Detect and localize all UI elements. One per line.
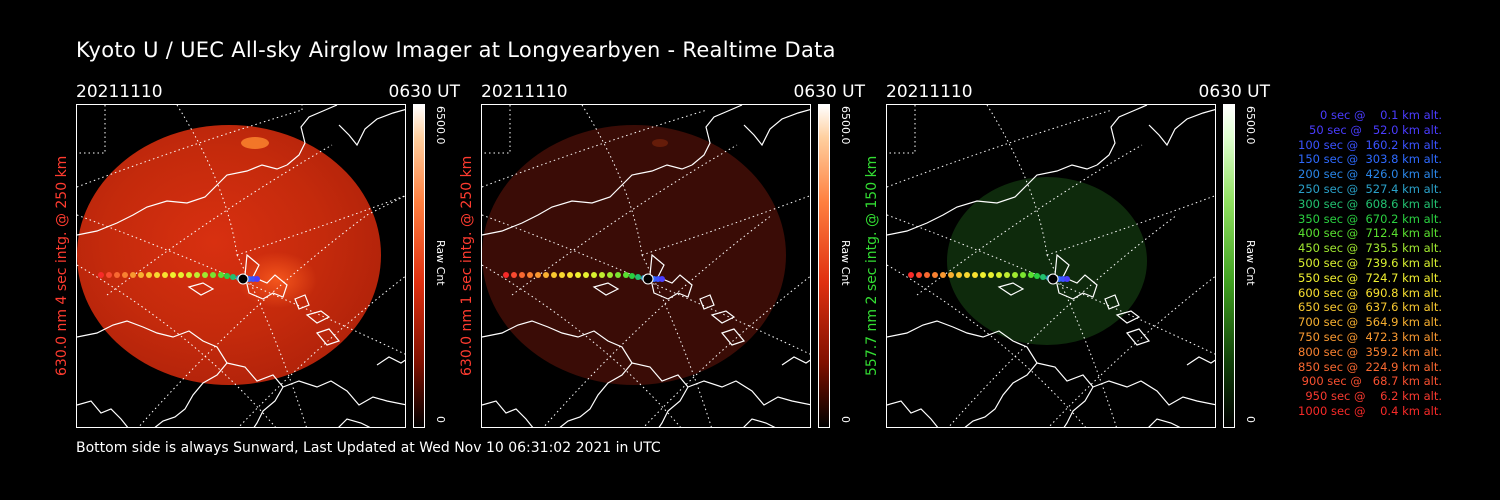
footer-note: Bottom side is always Sunward, Last Upda… — [76, 440, 661, 456]
coastlines — [482, 105, 810, 427]
station-marker — [642, 273, 654, 285]
legend-row: 350 sec @ 670.2 km alt. — [1294, 211, 1442, 226]
panel-date: 20211110 — [76, 82, 163, 102]
legend-row: 200 sec @ 426.0 km alt. — [1294, 167, 1442, 182]
panel-time: 0630 UT — [793, 82, 866, 102]
legend-row: 50 sec @ 52.0 km alt. — [1301, 122, 1442, 137]
airglow-panel-630nm-4sec: 20211110 0630 UT 630.0 nm 4 sec intg. @ … — [54, 82, 460, 432]
legend-row: 300 sec @ 608.6 km alt. — [1294, 196, 1442, 211]
legend-row: 750 sec @ 472.3 km alt. — [1294, 329, 1442, 344]
colorbar-max: 6500.0 — [434, 106, 447, 145]
legend-row: 850 sec @ 224.9 km alt. — [1294, 359, 1442, 374]
legend-row: 250 sec @ 527.4 km alt. — [1294, 181, 1442, 196]
coastlines — [887, 105, 1215, 427]
colorbar-unit: Raw Cnt — [839, 240, 852, 286]
legend-row: 800 sec @ 359.2 km alt. — [1294, 344, 1442, 359]
legend-row: 500 sec @ 739.6 km alt. — [1294, 255, 1442, 270]
colorbar — [413, 104, 425, 428]
graticule — [77, 105, 405, 427]
allsky-image — [886, 104, 1216, 428]
colorbar — [1223, 104, 1235, 428]
station-marker — [1047, 273, 1059, 285]
airglow-disk — [77, 125, 381, 385]
legend-row: 600 sec @ 690.8 km alt. — [1294, 285, 1442, 300]
colorbar-min: 0 — [839, 416, 852, 423]
graticule — [887, 105, 1215, 427]
colorbar-min: 0 — [1244, 416, 1257, 423]
legend-row: 700 sec @ 564.9 km alt. — [1294, 315, 1442, 330]
airglow-disk — [947, 177, 1147, 345]
legend-row: 550 sec @ 724.7 km alt. — [1294, 270, 1442, 285]
colorbar-min: 0 — [434, 416, 447, 423]
panel-date: 20211110 — [481, 82, 568, 102]
panel-time: 0630 UT — [388, 82, 461, 102]
page-title: Kyoto U / UEC All-sky Airglow Imager at … — [76, 38, 836, 62]
colorbar-unit: Raw Cnt — [434, 240, 447, 286]
colorbar-unit: Raw Cnt — [1244, 240, 1257, 286]
legend-row: 950 sec @ 6.2 km alt. — [1301, 389, 1442, 404]
panel-wavelength-label: 630.0 nm 1 sec intg. @ 250 km — [459, 155, 475, 377]
station-marker — [237, 273, 249, 285]
legend-row: 100 sec @ 160.2 km alt. — [1294, 137, 1442, 152]
panel-wavelength-label: 630.0 nm 4 sec intg. @ 250 km — [54, 155, 70, 377]
legend-row: 1000 sec @ 0.4 km alt. — [1298, 403, 1442, 418]
satellite-track — [503, 272, 665, 285]
legend-row: 150 sec @ 303.8 km alt. — [1294, 152, 1442, 167]
legend-row: 650 sec @ 637.6 km alt. — [1294, 300, 1442, 315]
legend-row: 450 sec @ 735.5 km alt. — [1294, 241, 1442, 256]
altitude-legend: 0 sec @ 0.1 km alt. 50 sec @ 52.0 km alt… — [1262, 108, 1442, 419]
coastlines — [77, 105, 405, 427]
colorbar-max: 6500.0 — [1244, 106, 1257, 145]
colorbar-max: 6500.0 — [839, 106, 852, 145]
satellite-track — [908, 272, 1070, 285]
panel-date: 20211110 — [886, 82, 973, 102]
airglow-panel-630nm-1sec: 20211110 0630 UT 630.0 nm 1 sec intg. @ … — [459, 82, 865, 432]
satellite-track — [98, 272, 260, 285]
colorbar — [818, 104, 830, 428]
panel-time: 0630 UT — [1198, 82, 1271, 102]
airglow-disk — [482, 125, 786, 385]
legend-row: 900 sec @ 68.7 km alt. — [1298, 374, 1442, 389]
graticule — [482, 105, 810, 427]
panel-wavelength-label: 557.7 nm 2 sec intg. @ 150 km — [864, 155, 880, 377]
legend-row: 0 sec @ 0.1 km alt. — [1309, 108, 1442, 122]
legend-row: 400 sec @ 712.4 km alt. — [1294, 226, 1442, 241]
allsky-image — [481, 104, 811, 428]
allsky-image — [76, 104, 406, 428]
airglow-panel-557nm-2sec: 20211110 0630 UT 557.7 nm 2 sec intg. @ … — [864, 82, 1270, 432]
